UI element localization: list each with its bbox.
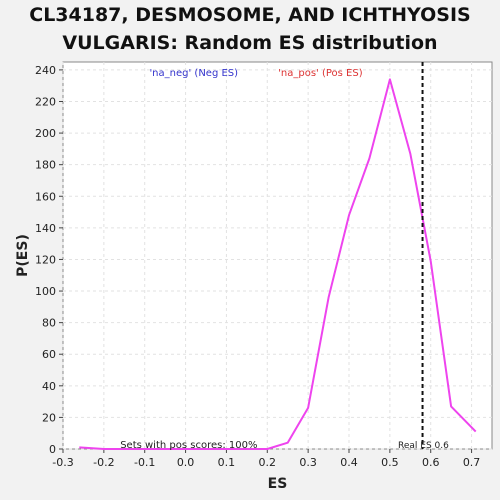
series-layer bbox=[79, 62, 477, 450]
y-tick-label: 160 bbox=[35, 190, 56, 203]
legend-neg-label: 'na_neg' (Neg ES) bbox=[149, 68, 238, 79]
chart-title-line-1: CL34187, DESMOSOME, AND ICHTHYOSIS bbox=[29, 4, 471, 26]
y-tick-label: 240 bbox=[35, 64, 56, 77]
y-axis-label: P(ES) bbox=[15, 234, 31, 277]
y-tick-label: 0 bbox=[49, 443, 56, 456]
x-tick-label: 0.6 bbox=[422, 456, 440, 469]
x-tick-label: 0.7 bbox=[463, 456, 481, 469]
x-tick-label: 0.3 bbox=[299, 456, 317, 469]
y-tick-label: 60 bbox=[42, 348, 56, 361]
y-tick-label: 100 bbox=[35, 285, 56, 298]
y-tick-label: 140 bbox=[35, 222, 56, 235]
y-tick-label: 120 bbox=[35, 253, 56, 266]
x-tick-label: -0.3 bbox=[52, 456, 73, 469]
y-tick-label: 220 bbox=[35, 95, 56, 108]
x-tick-label: 0.2 bbox=[259, 456, 277, 469]
y-tick-label: 80 bbox=[42, 317, 56, 330]
axes: -0.3 -0.2 -0.1 0.0 0.1 0.2 0.3 0.4 0.5 0.6 0.7 0 20 4… bbox=[35, 64, 480, 469]
legend-pos-label: 'na_pos' (Pos ES) bbox=[278, 68, 363, 79]
chart-title-line-2: VULGARIS: Random ES distribution bbox=[62, 32, 438, 54]
y-tick-label: 180 bbox=[35, 159, 56, 172]
x-tick-label: 0.0 bbox=[177, 456, 195, 469]
x-tick-label: 0.5 bbox=[381, 456, 399, 469]
x-axis-label: ES bbox=[268, 476, 288, 492]
es-distribution-line bbox=[79, 78, 477, 450]
y-tick-label: 20 bbox=[42, 411, 56, 424]
y-tick-label: 200 bbox=[35, 127, 56, 140]
grid bbox=[62, 62, 492, 450]
pos-scores-annotation: Sets with pos scores: 100% bbox=[120, 440, 257, 451]
plot-area bbox=[62, 61, 493, 450]
x-tick-label: 0.1 bbox=[218, 456, 236, 469]
real-es-label: Real ES 0.6 bbox=[398, 441, 449, 451]
x-tick-label: 0.4 bbox=[340, 456, 358, 469]
x-tick-label: -0.1 bbox=[134, 456, 155, 469]
x-tick-label: -0.2 bbox=[93, 456, 114, 469]
y-tick-label: 40 bbox=[42, 380, 56, 393]
